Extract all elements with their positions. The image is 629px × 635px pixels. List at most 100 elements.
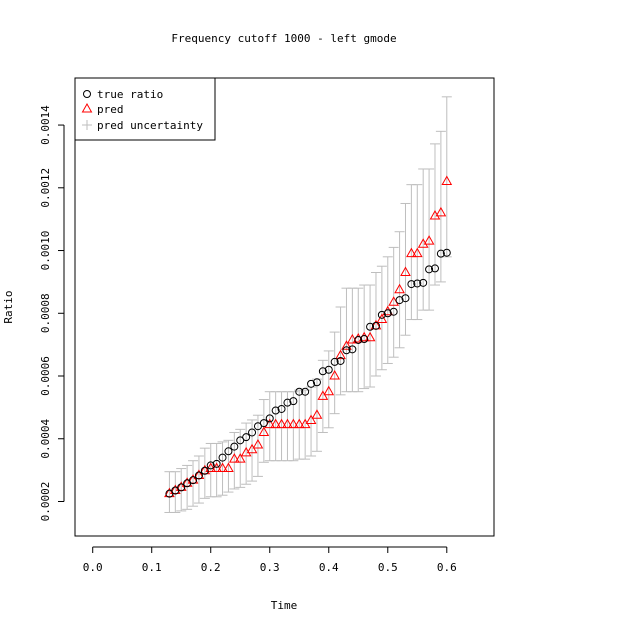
- true-ratio-point: [419, 278, 428, 287]
- error-bar: [365, 284, 376, 388]
- true-ratio-point: [289, 397, 298, 406]
- error-bars-layer: [164, 96, 452, 513]
- true-ratio-point: [177, 483, 186, 492]
- pred-point: [217, 462, 228, 473]
- true-ratio-point: [277, 404, 286, 413]
- pred-point: [441, 175, 453, 186]
- true-ratio-point: [371, 321, 380, 330]
- true-ratio-point: [189, 476, 198, 485]
- x-tick-label: 0.2: [201, 561, 221, 574]
- plot-area: [74, 77, 495, 537]
- error-bar: [412, 184, 423, 321]
- x-tick-label: 0.0: [83, 561, 103, 574]
- true-ratio-point: [413, 279, 422, 288]
- pred-point: [335, 349, 346, 360]
- true-ratio-point: [407, 280, 416, 289]
- pred-point: [293, 418, 305, 429]
- error-bar: [353, 287, 364, 393]
- legend: true ratio pred pred uncertainty: [74, 77, 216, 141]
- error-bar: [394, 231, 405, 349]
- true-ratio-point: [354, 335, 363, 344]
- true-ratio-point: [366, 322, 375, 331]
- true-ratio-point: [348, 345, 357, 354]
- true-ratio-point: [324, 365, 333, 374]
- pred-point: [317, 390, 329, 400]
- error-bar: [435, 130, 446, 283]
- true-ratio-point: [265, 414, 274, 423]
- true-ratio-point: [224, 447, 233, 456]
- legend-marker-pred: [81, 102, 93, 113]
- error-bar: [323, 350, 334, 429]
- error-bar: [223, 439, 234, 493]
- error-bar: [424, 168, 435, 311]
- true-ratio-point: [360, 334, 369, 343]
- true-ratio-point: [312, 378, 321, 387]
- true-ratio-point: [200, 466, 209, 475]
- true-ratio-point: [401, 294, 410, 303]
- y-tick-label: 0.0014: [39, 105, 52, 145]
- pred-point: [400, 266, 411, 276]
- pred-point: [394, 283, 405, 294]
- pred-point: [223, 462, 234, 473]
- legend-label-pred-uncertainty: pred uncertainty: [97, 119, 203, 132]
- y-tick-label: 0.0010: [39, 231, 52, 271]
- error-bar: [370, 271, 381, 377]
- error-bar: [429, 143, 440, 286]
- y-tick-label: 0.0006: [39, 356, 52, 396]
- y-axis: 0.0002 0.0004 0.0006 0.0008 0.0010 0.0012 0.00…: [39, 105, 65, 522]
- true-ratio-point: [336, 356, 345, 365]
- x-tick-label: 0.5: [378, 561, 398, 574]
- pred-point: [246, 443, 258, 454]
- pred-point: [376, 313, 388, 324]
- error-bar: [170, 471, 181, 513]
- x-tick-label: 0.6: [437, 561, 457, 574]
- y-tick-label: 0.0002: [39, 482, 52, 522]
- error-bar: [311, 378, 322, 452]
- true-ratio-point: [242, 433, 251, 442]
- error-bar: [317, 359, 328, 433]
- x-tick-label: 0.4: [319, 561, 339, 574]
- pred-point: [423, 235, 435, 245]
- pred-point: [276, 418, 287, 429]
- true-ratio-point: [318, 367, 327, 376]
- pred-point: [406, 247, 417, 258]
- legend-marker-true-ratio: [83, 90, 91, 98]
- pred-point: [282, 418, 293, 429]
- pred-point: [270, 418, 282, 429]
- true-ratio-point: [301, 387, 310, 396]
- true-ratio-point: [307, 379, 316, 388]
- true-ratio-point: [330, 357, 339, 366]
- pred-point: [287, 418, 299, 429]
- true-ratio-point: [283, 398, 292, 407]
- error-bar: [388, 246, 399, 358]
- error-bar: [211, 442, 222, 498]
- pred-point: [205, 462, 217, 473]
- error-bar: [347, 287, 358, 393]
- pred-point: [364, 331, 376, 342]
- chart-title: Frequency cutoff 1000 - left gmode: [171, 32, 396, 45]
- legend-marker-pred-uncertainty: [82, 120, 92, 130]
- true-ratio-point: [383, 309, 392, 318]
- true-ratio-point: [206, 461, 215, 470]
- pred-point: [411, 247, 423, 258]
- error-bar: [247, 419, 258, 482]
- pred-point: [258, 426, 270, 436]
- true-ratio-point: [212, 459, 221, 468]
- x-tick-label: 0.3: [260, 561, 280, 574]
- true-ratio-point: [425, 265, 434, 274]
- legend-box: [74, 77, 216, 141]
- pred-point: [329, 369, 341, 380]
- y-tick-label: 0.0008: [39, 293, 52, 333]
- pred-point: [435, 206, 447, 217]
- true-ratio-points-layer: [165, 248, 451, 498]
- pred-point: [311, 409, 323, 419]
- true-ratio-point: [389, 307, 398, 316]
- true-ratio-point: [194, 471, 203, 480]
- y-axis-label: Ratio: [2, 290, 15, 323]
- error-bar: [193, 455, 204, 504]
- pred-point: [341, 340, 352, 350]
- true-ratio-point: [248, 428, 257, 437]
- error-bar: [288, 391, 299, 462]
- y-tick-label: 0.0004: [39, 419, 52, 459]
